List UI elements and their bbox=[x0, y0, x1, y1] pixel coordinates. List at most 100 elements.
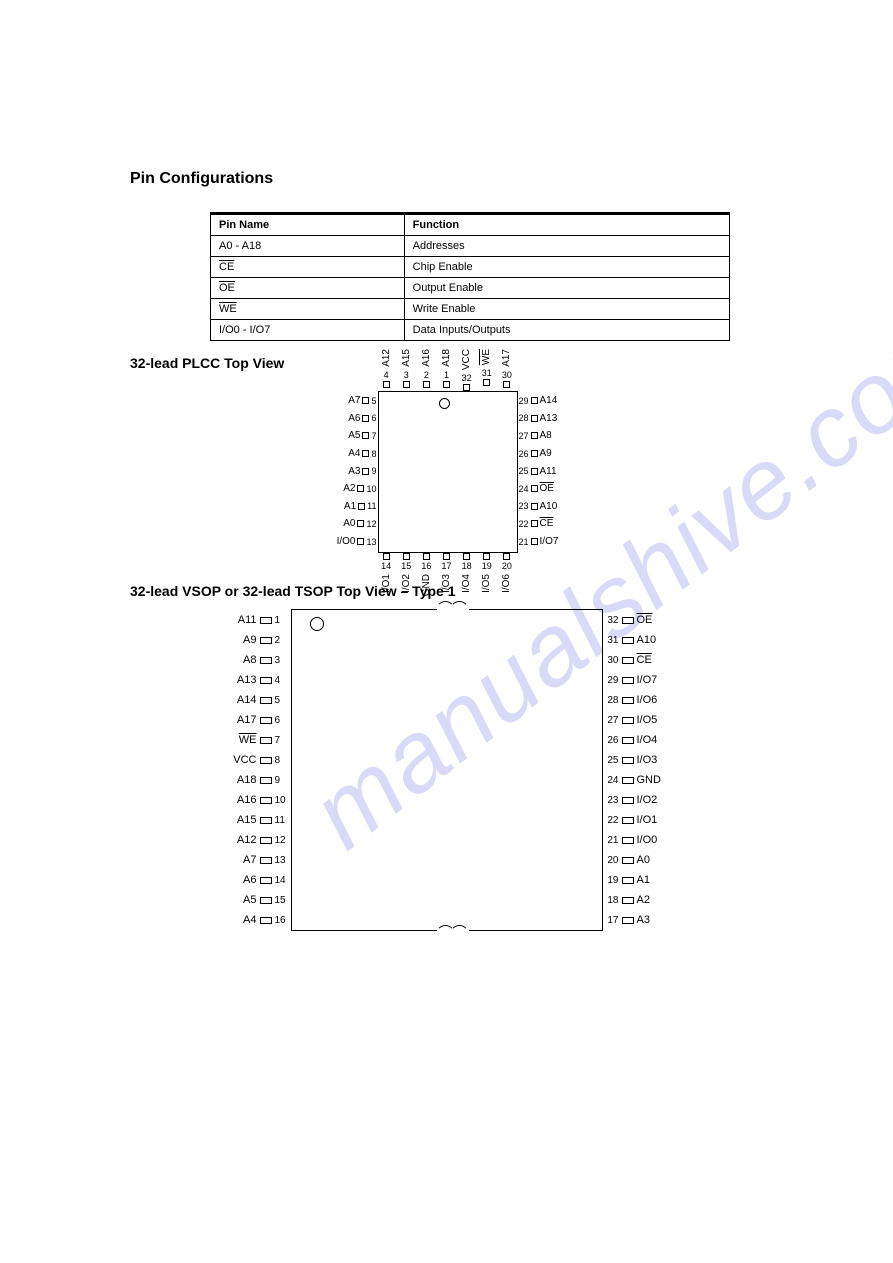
table-header-function: Function bbox=[404, 214, 729, 236]
pin-label: CE bbox=[634, 654, 668, 666]
pin-label: I/O4 bbox=[461, 572, 472, 595]
tsop-pin: A111 bbox=[226, 610, 292, 630]
pin-pad-icon bbox=[357, 538, 364, 545]
pin-pad-icon bbox=[483, 553, 490, 560]
pin-pad-icon bbox=[622, 757, 634, 764]
pin-number: 24 bbox=[517, 484, 531, 494]
pin-pad-icon bbox=[531, 415, 538, 422]
plcc-pin: 22 CE bbox=[517, 515, 556, 533]
pin-pad-icon bbox=[531, 468, 538, 475]
pin-pad-icon bbox=[622, 717, 634, 724]
tsop-pin: A8 3 bbox=[226, 650, 292, 670]
pin-label: A18 bbox=[441, 347, 452, 369]
pin-number: 27 bbox=[517, 431, 531, 441]
pin-number: 22 bbox=[517, 519, 531, 529]
plcc-pin1-dot-icon bbox=[439, 398, 450, 409]
pin-function-cell: Addresses bbox=[404, 236, 729, 257]
pin-pad-icon bbox=[622, 777, 634, 784]
pin-pad-icon bbox=[357, 485, 364, 492]
tsop-pin: A13 4 bbox=[226, 670, 292, 690]
pin-label: CE bbox=[538, 518, 556, 529]
pin-label: OE bbox=[634, 614, 668, 626]
pin-label: I/O2 bbox=[401, 572, 412, 595]
pin-pad-icon bbox=[260, 817, 272, 824]
pin-pad-icon bbox=[362, 468, 369, 475]
pin-label: A13 bbox=[226, 674, 260, 686]
pin-pad-icon bbox=[260, 837, 272, 844]
pin-label: A14 bbox=[226, 694, 260, 706]
pin-label: A6 bbox=[226, 874, 260, 886]
pin-pad-icon bbox=[443, 553, 450, 560]
tsop-pin: A515 bbox=[226, 890, 292, 910]
pin-label: A12 bbox=[226, 834, 260, 846]
pin-label: A16 bbox=[421, 347, 432, 369]
pin-label: A8 bbox=[226, 654, 260, 666]
pin-name-cell: OE bbox=[211, 278, 405, 299]
pin-number: 10 bbox=[364, 484, 378, 494]
pin-pad-icon bbox=[260, 737, 272, 744]
tsop-pin: 17A3 bbox=[602, 910, 668, 930]
pin-config-table: Pin Name Function A0 - A18AddressesCEChi… bbox=[210, 212, 730, 341]
tsop-body: ⌒⌒ ⌒⌒ A111A92A83A134A145A176WE7VCC8A189A… bbox=[291, 609, 603, 931]
pin-pad-icon bbox=[260, 657, 272, 664]
plcc-pin: A153 bbox=[398, 347, 415, 391]
pin-pad-icon bbox=[622, 817, 634, 824]
plcc-pin: A1730 bbox=[498, 347, 515, 391]
pin-pad-icon bbox=[260, 797, 272, 804]
tsop-break-top-icon: ⌒⌒ bbox=[437, 603, 469, 613]
plcc-pin: A57 bbox=[346, 427, 378, 445]
pin-number: 4 bbox=[272, 675, 292, 686]
tsop-pin: 28I/O6 bbox=[602, 690, 668, 710]
plcc-pin: A162 bbox=[418, 347, 435, 391]
pin-number: 19 bbox=[482, 560, 492, 572]
tsop-pin: 27I/O5 bbox=[602, 710, 668, 730]
pin-number: 25 bbox=[602, 755, 622, 766]
tsop-pin: 24GND bbox=[602, 770, 668, 790]
pin-pad-icon bbox=[622, 637, 634, 644]
pin-label: I/O0 bbox=[634, 834, 668, 846]
plcc-pin: A181 bbox=[438, 347, 455, 391]
pin-label: I/O3 bbox=[634, 754, 668, 766]
plcc-pin: A210 bbox=[341, 480, 378, 498]
tsop-pin: VCC8 bbox=[226, 750, 292, 770]
tsop-pin: 29I/O7 bbox=[602, 670, 668, 690]
pin-number: 27 bbox=[602, 715, 622, 726]
pin-number: 8 bbox=[272, 755, 292, 766]
pin-function-cell: Chip Enable bbox=[404, 257, 729, 278]
pin-label: I/O1 bbox=[634, 814, 668, 826]
pin-label: A9 bbox=[538, 448, 554, 459]
pin-number: 12 bbox=[272, 835, 292, 846]
pin-label: I/O3 bbox=[441, 572, 452, 595]
pin-pad-icon bbox=[531, 450, 538, 457]
pin-number: 14 bbox=[272, 875, 292, 886]
plcc-pin: 19I/O5 bbox=[478, 553, 495, 598]
pin-label: I/O6 bbox=[501, 572, 512, 595]
pin-label: A9 bbox=[226, 634, 260, 646]
pin-number: 28 bbox=[602, 695, 622, 706]
pin-pad-icon bbox=[357, 520, 364, 527]
pin-pad-icon bbox=[531, 503, 538, 510]
pin-label: A10 bbox=[634, 634, 668, 646]
pin-number: 3 bbox=[272, 655, 292, 666]
pin-number: 10 bbox=[272, 795, 292, 806]
pin-label: A11 bbox=[226, 614, 260, 626]
pin-pad-icon bbox=[260, 857, 272, 864]
pin-number: 9 bbox=[369, 466, 378, 476]
pin-number: 1 bbox=[444, 369, 449, 381]
pin-label: A15 bbox=[401, 347, 412, 369]
pin-number: 9 bbox=[272, 775, 292, 786]
pin-label: A3 bbox=[634, 914, 668, 926]
pin-pad-icon bbox=[423, 381, 430, 388]
pin-pad-icon bbox=[362, 432, 369, 439]
table-row: I/O0 - I/O7Data Inputs/Outputs bbox=[211, 320, 730, 341]
plcc-pin: A124 bbox=[378, 347, 395, 391]
pin-label: WE bbox=[481, 347, 492, 367]
tsop-pin: 19A1 bbox=[602, 870, 668, 890]
plcc-pin: A66 bbox=[346, 410, 378, 428]
pin-pad-icon bbox=[403, 553, 410, 560]
pin-number: 17 bbox=[441, 560, 451, 572]
pin-label: A0 bbox=[341, 518, 357, 529]
pin-pad-icon bbox=[403, 381, 410, 388]
pin-pad-icon bbox=[260, 717, 272, 724]
pin-label: A16 bbox=[226, 794, 260, 806]
